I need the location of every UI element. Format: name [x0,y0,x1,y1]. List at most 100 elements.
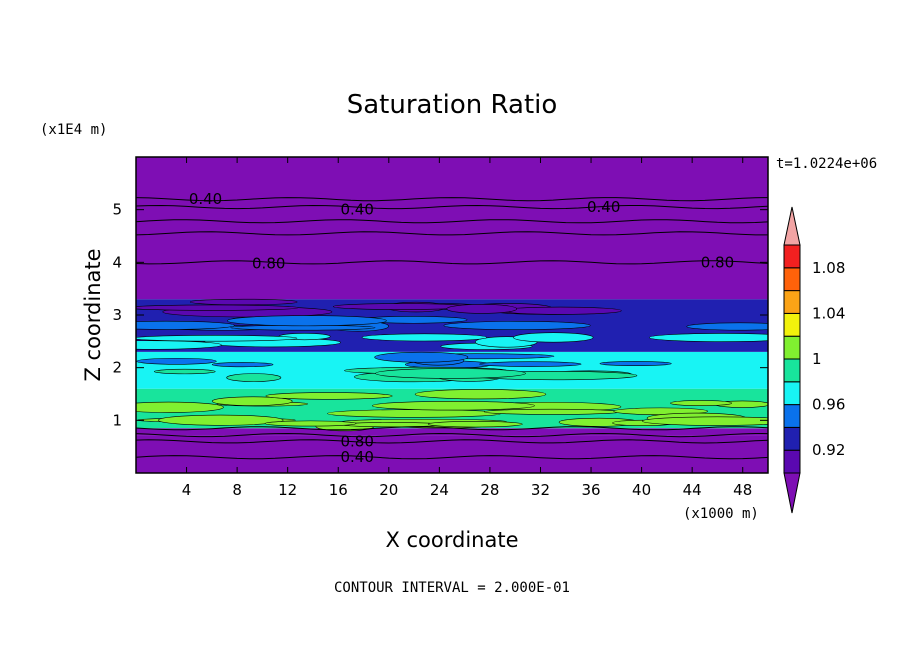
texture-patch [443,321,591,330]
colorbar: 1.08 1.04 1 0.96 0.92 [783,206,845,514]
texture-patch [484,408,621,415]
y-tick-label: 5 [112,201,122,219]
x-tick-label: 12 [278,481,297,499]
texture-patch [414,389,547,400]
texture-patch [686,322,768,331]
time-label: t=1.0224e+06 [776,156,877,172]
texture-patch [157,414,284,426]
colorbar-swatch [783,244,801,269]
colorbar-swatch [783,404,801,428]
texture-patch [372,401,535,411]
y-axis-ticks: 1 2 3 4 5 [112,201,768,429]
colorbar-tick-label: 1.04 [812,304,845,322]
contour-label: 0.40 [587,198,620,216]
contour-line [136,455,768,460]
contour-line [136,204,768,210]
x-tick-label: 4 [182,481,192,499]
contour-label: 0.40 [340,201,373,219]
texture-patch [427,421,523,428]
band-0 [136,435,768,473]
texture-patch [136,335,298,342]
texture-patch [136,320,235,330]
plot-area: 0.400.40 0.400.80 0.800.800.40 [136,157,768,473]
band-5 [136,157,768,300]
x-tick-label: 44 [683,481,702,499]
x-tick-label: 20 [379,481,398,499]
contour-label: 0.80 [701,253,734,271]
texture-patch [642,416,768,426]
contour-label: 0.40 [189,190,222,208]
texture-layer [136,298,768,432]
texture-patch [513,332,594,343]
contour-interval-note: CONTOUR INTERVAL = 2.000E-01 [334,580,570,596]
colorbar-swatch [783,267,801,292]
texture-patch [479,361,582,367]
texture-patch [648,333,768,342]
contour-line [136,197,768,202]
colorbar-swatch [783,312,801,337]
texture-patch [341,422,443,428]
colorbar-tick-label: 0.96 [812,396,845,414]
chart-title: Saturation Ratio [347,90,558,120]
texture-patch [265,392,393,400]
texture-patch [211,362,274,368]
x-tick-label: 48 [733,481,752,499]
x-axis-label: X coordinate [385,528,518,552]
y-tick-label: 4 [112,253,122,271]
colorbar-over-arrow [783,206,801,246]
x-tick-label: 32 [531,481,550,499]
x-axis-ticks: 4 8 12 16 20 24 28 32 36 40 44 48 [182,157,752,499]
contour-labels: 0.400.40 0.400.80 0.800.800.40 [189,190,734,466]
texture-patch [136,304,299,311]
texture-patch [670,400,733,407]
contour-line [136,231,768,236]
contour-label: 0.80 [252,254,285,272]
colorbar-swatch [783,381,801,406]
texture-patch [361,333,488,342]
colorbar-under-arrow [783,472,801,514]
contour-line [136,432,768,438]
colorbar-tick-label: 1 [812,350,822,368]
texture-patch [136,401,224,413]
colorbar-swatch [783,335,801,360]
texture-patch [211,396,293,406]
texture-patch [227,315,387,327]
contour-lines [136,197,768,460]
x-tick-label: 36 [581,481,600,499]
texture-patch [599,361,672,367]
texture-patch [375,368,526,379]
contour-label: 0.80 [340,432,373,450]
contour-line [136,260,768,265]
colorbar-tick-label: 1.08 [812,259,845,277]
contour-line [136,219,768,224]
texture-patch [189,298,298,306]
x-tick-label: 40 [632,481,651,499]
x-tick-label: 28 [480,481,499,499]
x-tick-label: 8 [232,481,242,499]
texture-patch [499,306,622,315]
colorbar-tick-label: 0.92 [812,441,845,459]
y-tick-label: 2 [112,359,122,377]
band-1 [136,428,768,436]
colorbar-swatch [783,290,801,314]
texture-patch [136,340,222,350]
texture-patch [264,420,357,427]
texture-patch [153,368,216,375]
colorbar-swatch [783,358,801,383]
contour-label: 0.40 [340,448,373,466]
texture-patch [226,373,282,382]
x-units-label: (x1000 m) [683,506,759,522]
x-tick-label: 16 [329,481,348,499]
texture-patch [446,304,518,314]
y-units-label: (x1E4 m) [40,122,107,138]
contour-line [136,426,768,431]
contour-line [136,439,768,444]
y-axis-label: Z coordinate [81,248,105,381]
texture-patch [327,409,502,418]
texture-patch [136,357,217,365]
y-tick-label: 3 [112,306,122,324]
colorbar-swatch [783,449,801,474]
y-tick-label: 1 [112,411,122,429]
colorbar-swatch [783,426,801,451]
